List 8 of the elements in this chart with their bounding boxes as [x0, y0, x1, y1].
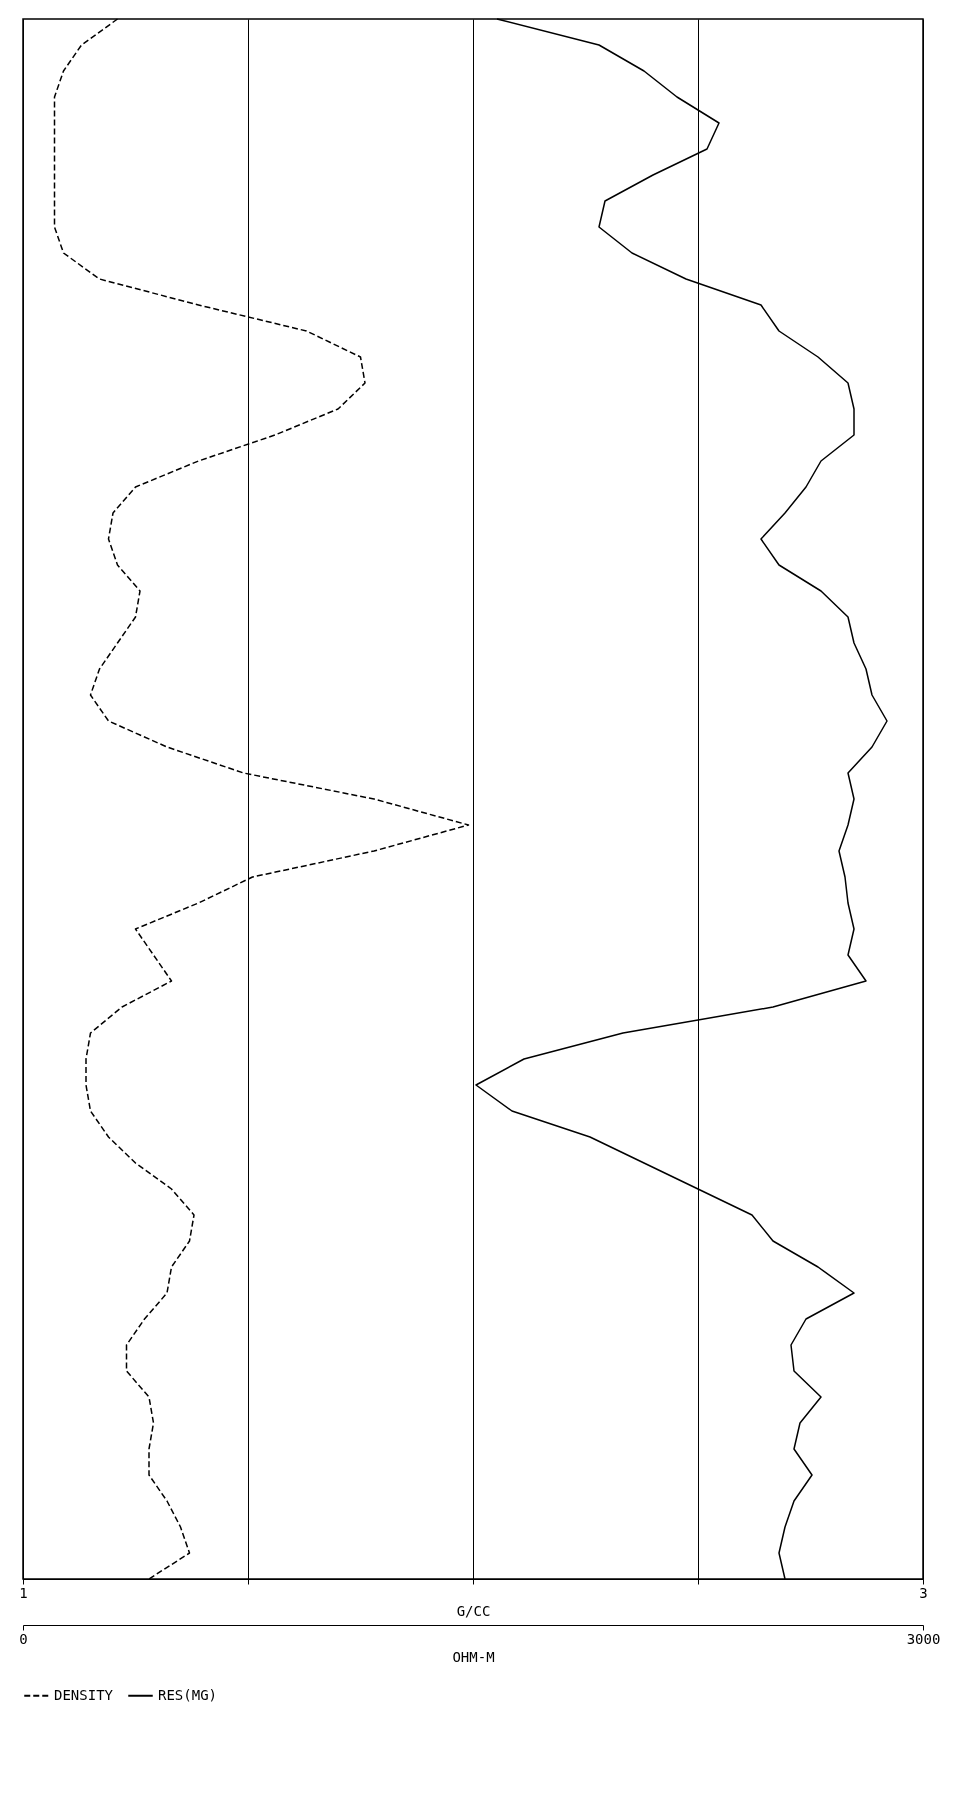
x2-tick-label: 3000 [906, 1630, 941, 1647]
legend-label: RES(MG) [158, 1686, 218, 1703]
x2-tick-label: 0 [19, 1630, 28, 1647]
x-tick-label: 3 [919, 1584, 928, 1601]
x-axis-title: G/CC [456, 1602, 491, 1619]
x-tick-label: 1 [19, 1584, 28, 1601]
legend-label: DENSITY [54, 1686, 114, 1703]
x2-axis-title: OHM-M [452, 1648, 495, 1665]
